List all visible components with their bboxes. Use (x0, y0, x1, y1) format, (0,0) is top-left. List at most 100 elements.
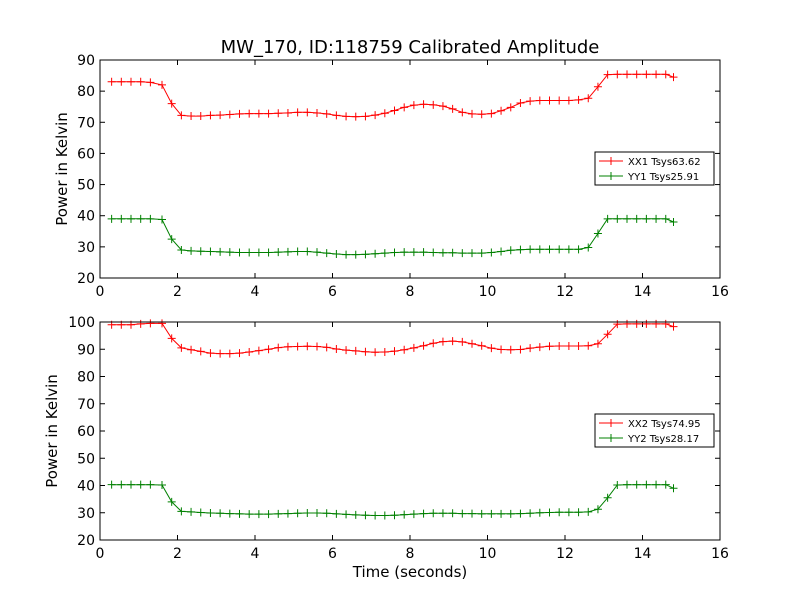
legend-marker-xx2 (607, 419, 615, 427)
data-point (264, 345, 273, 354)
data-point (322, 343, 331, 352)
data-point (380, 347, 389, 356)
data-point (438, 102, 447, 111)
data-point (652, 319, 661, 328)
data-point (419, 341, 428, 350)
data-point (225, 509, 234, 518)
x-tick-label: 16 (711, 284, 729, 300)
data-point (593, 339, 602, 348)
data-point (526, 344, 535, 353)
data-point (235, 248, 244, 257)
data-point (448, 337, 457, 346)
data-point (136, 480, 145, 489)
legend-entry-yy1: YY1 Tsys25.91 (599, 172, 699, 183)
data-point (584, 243, 593, 252)
data-point (146, 480, 155, 489)
data-point (458, 337, 467, 346)
data-point (661, 214, 670, 223)
data-point (497, 247, 506, 256)
data-point (332, 111, 341, 120)
data-point (332, 344, 341, 353)
data-point (264, 248, 273, 257)
y-tick-label: 70 (77, 115, 95, 131)
data-point (235, 349, 244, 358)
data-point (371, 111, 380, 120)
data-point (574, 341, 583, 350)
data-point (623, 214, 631, 223)
top-panel: 0 2 4 6 8 10 12 14 16 20 30 40 50 60 70 80 90 Power in … (53, 53, 729, 300)
data-point (613, 214, 622, 223)
data-point (458, 509, 467, 518)
chart-title: MW_170, ID:118759 Calibrated Amplitude (221, 37, 600, 58)
data-point (254, 109, 263, 118)
data-point (603, 330, 612, 339)
data-point (107, 214, 116, 223)
data-point (206, 247, 215, 256)
data-point (642, 480, 651, 489)
data-point (117, 77, 126, 86)
data-point (642, 70, 651, 79)
data-point (127, 214, 135, 223)
data-point (409, 248, 418, 257)
data-point (313, 509, 321, 518)
x-tick-label: 8 (406, 546, 415, 562)
data-point (564, 96, 573, 105)
y-tick-label: 90 (77, 342, 95, 358)
data-point (642, 319, 651, 328)
data-point (254, 346, 263, 355)
data-point (555, 341, 564, 350)
data-point (564, 245, 573, 254)
data-point (177, 343, 186, 352)
x-tick-label: 14 (634, 546, 652, 562)
data-point (196, 112, 205, 121)
data-point (593, 82, 602, 91)
bottom-series (107, 319, 678, 520)
data-point (477, 110, 486, 119)
y-tick-label: 50 (77, 451, 95, 467)
data-point (669, 322, 678, 331)
data-point (632, 319, 641, 328)
data-point (206, 111, 215, 120)
data-point (293, 509, 302, 518)
x-tick-label: 0 (96, 546, 105, 562)
data-point (632, 214, 641, 223)
top-y-axis-label: Power in Kelvin (53, 112, 71, 226)
data-point (158, 480, 166, 489)
data-point (652, 70, 661, 79)
legend-marker-yy2 (607, 434, 615, 442)
legend-label-xx2: XX2 Tsys74.95 (628, 419, 701, 430)
series-xx2 (107, 319, 678, 358)
data-point (487, 509, 496, 518)
data-point (623, 480, 631, 489)
data-point (216, 111, 225, 120)
y-tick-label: 50 (77, 178, 95, 194)
data-point (497, 509, 506, 518)
x-tick-label: 8 (406, 284, 415, 300)
legend-label-yy2: YY2 Tsys28.17 (627, 434, 699, 445)
data-point (613, 480, 622, 489)
data-point (235, 109, 244, 118)
data-point (342, 112, 351, 121)
data-point (225, 248, 234, 257)
legend-label-xx1: XX1 Tsys63.62 (628, 157, 701, 168)
data-point (642, 214, 651, 223)
bottom-y-tick-labels: 20 30 40 50 60 70 80 90 100 (68, 315, 95, 549)
data-point (351, 112, 360, 121)
data-point (545, 96, 554, 105)
data-point (293, 108, 302, 117)
data-point (117, 214, 126, 223)
y-tick-label: 100 (68, 315, 95, 331)
x-tick-label: 16 (711, 546, 729, 562)
data-point (555, 508, 564, 517)
data-point (332, 509, 341, 518)
data-point (593, 505, 602, 514)
data-point (196, 508, 205, 517)
data-point (136, 214, 145, 223)
data-point (438, 337, 447, 346)
data-point (274, 509, 283, 518)
data-point (584, 94, 593, 103)
x-tick-label: 14 (634, 284, 652, 300)
data-point (167, 334, 176, 343)
top-series (107, 70, 678, 259)
